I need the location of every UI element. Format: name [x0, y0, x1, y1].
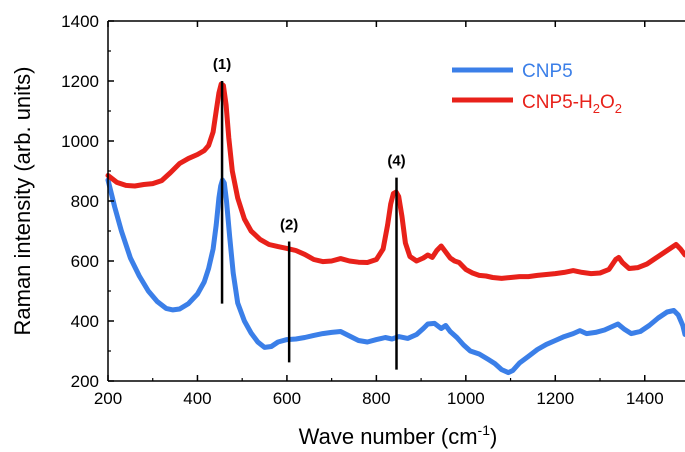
annotation-layer: (1) (2) (4)	[213, 56, 406, 370]
tick-label-layer: 200 400 600 800 1000 1200 1400 200 400 600 800 1000…	[61, 12, 663, 408]
x-tick-label: 1200	[536, 389, 574, 408]
peak-marker-label: (4)	[387, 153, 405, 170]
y-tick-label: 400	[71, 312, 99, 331]
peak-marker-label: (1)	[213, 56, 231, 73]
x-axis-title: Wave number (cm-1)	[299, 422, 498, 449]
y-tick-label: 1000	[61, 132, 99, 151]
y-axis-title: Raman intensity (arb. units)	[10, 67, 35, 336]
legend: CNP5 CNP5-H2O2	[452, 61, 622, 116]
y-tick-label: 600	[71, 252, 99, 271]
y-tick-label: 1200	[61, 72, 99, 91]
y-tick-label: 200	[71, 372, 99, 391]
x-tick-label: 1400	[626, 389, 664, 408]
series-line-cnp5	[105, 177, 685, 376]
x-tick-label: 1000	[447, 389, 485, 408]
y-tick-label: 1400	[61, 12, 99, 31]
legend-label-cnp5-h2o2: CNP5-H2O2	[522, 92, 622, 116]
peak-marker-label: (2)	[280, 217, 298, 234]
x-tick-label: 800	[362, 389, 390, 408]
x-tick-label: 600	[273, 389, 301, 408]
x-tick-label: 400	[183, 389, 211, 408]
y-tick-label: 800	[71, 192, 99, 211]
x-tick-label: 200	[94, 389, 122, 408]
series-layer	[105, 81, 685, 376]
series-line-cnp5-h2o2	[105, 81, 685, 281]
legend-label-cnp5: CNP5	[522, 61, 573, 82]
axes-layer	[107, 20, 685, 382]
